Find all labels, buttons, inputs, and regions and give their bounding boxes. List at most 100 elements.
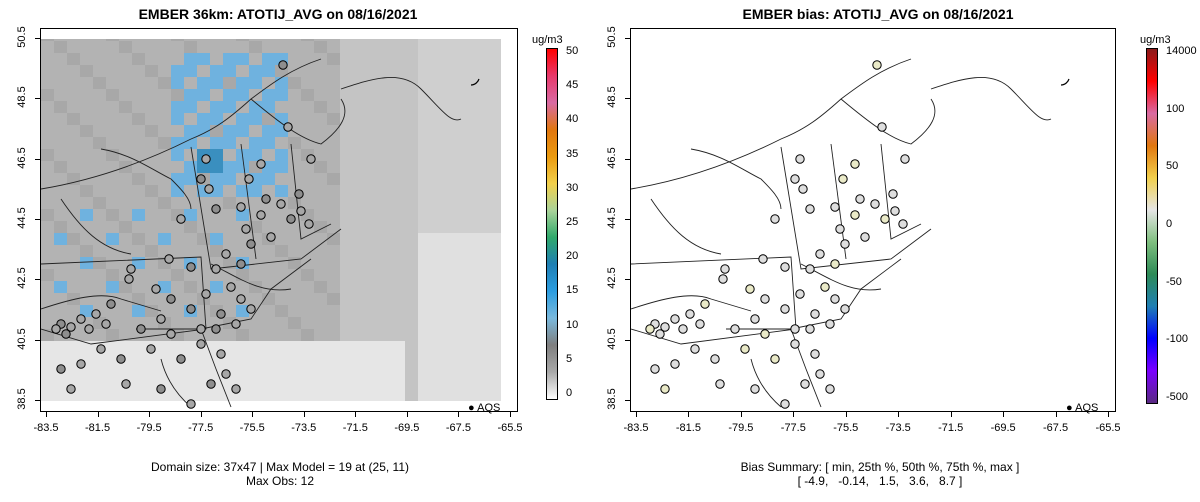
grid-cell xyxy=(132,221,146,234)
grid-cell xyxy=(366,377,380,390)
grid-cell xyxy=(431,125,445,138)
grid-cell xyxy=(275,269,289,282)
grid-cell xyxy=(288,89,302,102)
grid-cell xyxy=(353,329,367,342)
grid-cell xyxy=(145,101,159,114)
grid-cell xyxy=(314,185,328,198)
observation-station xyxy=(815,249,825,259)
observation-station xyxy=(780,262,790,272)
grid-cell xyxy=(145,269,159,282)
grid-cell xyxy=(184,221,198,234)
grid-cell xyxy=(119,365,133,378)
grid-cell xyxy=(223,329,237,342)
observation-station xyxy=(61,329,71,339)
grid-cell xyxy=(366,281,380,294)
y-tick-mark xyxy=(625,98,630,100)
grid-cell xyxy=(366,209,380,222)
x-tick-mark xyxy=(1003,412,1005,417)
grid-cell xyxy=(379,41,393,54)
observation-station xyxy=(196,174,206,184)
grid-cell xyxy=(392,185,406,198)
grid-cell xyxy=(444,377,458,390)
grid-cell xyxy=(301,185,315,198)
grid-cell xyxy=(158,197,172,210)
grid-cell xyxy=(379,77,393,90)
grid-cell xyxy=(106,377,120,390)
grid-cell xyxy=(236,53,250,66)
grid-cell xyxy=(223,221,237,234)
grid-cell xyxy=(392,377,406,390)
grid-cell xyxy=(106,233,120,246)
grid-cell xyxy=(67,281,81,294)
grid-cell xyxy=(41,77,55,90)
grid-cell xyxy=(249,377,263,390)
grid-cell xyxy=(327,89,341,102)
grid-cell xyxy=(54,233,68,246)
observation-station xyxy=(805,324,815,334)
grid-cell xyxy=(418,377,432,390)
grid-cell xyxy=(340,365,354,378)
grid-cell xyxy=(418,41,432,54)
x-tick-mark xyxy=(458,412,460,417)
grid-cell xyxy=(314,113,328,126)
grid-cell xyxy=(327,245,341,258)
boundary-line xyxy=(631,58,912,190)
grid-cell xyxy=(54,149,68,162)
grid-cell xyxy=(327,293,341,306)
grid-cell xyxy=(275,221,289,234)
grid-cell xyxy=(392,161,406,174)
grid-cell xyxy=(288,353,302,366)
grid-cell xyxy=(457,341,471,354)
grid-cell xyxy=(405,125,419,138)
grid-cell xyxy=(301,341,315,354)
grid-cell xyxy=(405,89,419,102)
grid-cell xyxy=(457,293,471,306)
y-tick-mark xyxy=(35,98,40,100)
grid-cell xyxy=(444,173,458,186)
grid-cell xyxy=(353,353,367,366)
grid-cell xyxy=(431,329,445,342)
grid-cell xyxy=(106,113,120,126)
grid-cell xyxy=(171,161,185,174)
grid-cell xyxy=(353,209,367,222)
x-tick-mark xyxy=(406,412,408,417)
grid-cell xyxy=(366,257,380,270)
grid-cell xyxy=(379,101,393,114)
grid-cell xyxy=(275,353,289,366)
y-tick-label: 38.5 xyxy=(606,388,618,410)
observation-station xyxy=(795,154,805,164)
grid-cell xyxy=(119,41,133,54)
grid-cell xyxy=(197,113,211,126)
grid-cell xyxy=(353,257,367,270)
grid-cell xyxy=(418,257,432,270)
observation-station xyxy=(221,249,231,259)
grid-cell xyxy=(184,293,198,306)
right-legend: ● AQS xyxy=(1066,402,1098,414)
x-tick-label: -77.5 xyxy=(188,422,214,434)
grid-cell xyxy=(54,353,68,366)
y-tick-mark xyxy=(35,339,40,341)
grid-cell xyxy=(158,101,172,114)
grid-cell xyxy=(444,281,458,294)
y-tick-mark xyxy=(625,339,630,341)
grid-cell xyxy=(327,305,341,318)
grid-cell xyxy=(444,317,458,330)
observation-station xyxy=(206,379,216,389)
grid-cell xyxy=(262,329,276,342)
grid-cell xyxy=(197,41,211,54)
grid-cell xyxy=(197,77,211,90)
grid-cell xyxy=(379,293,393,306)
grid-cell xyxy=(158,53,172,66)
grid-cell xyxy=(223,137,237,150)
grid-cell xyxy=(93,101,107,114)
grid-cell xyxy=(340,65,354,78)
grid-cell xyxy=(158,125,172,138)
grid-cell xyxy=(470,269,484,282)
grid-cell xyxy=(197,269,211,282)
grid-cell xyxy=(67,269,81,282)
left-panel-title: EMBER 36km: ATOTIJ_AVG on 08/16/2021 xyxy=(138,6,418,22)
grid-cell xyxy=(223,353,237,366)
grid-cell xyxy=(353,377,367,390)
grid-cell xyxy=(54,137,68,150)
grid-cell xyxy=(366,341,380,354)
